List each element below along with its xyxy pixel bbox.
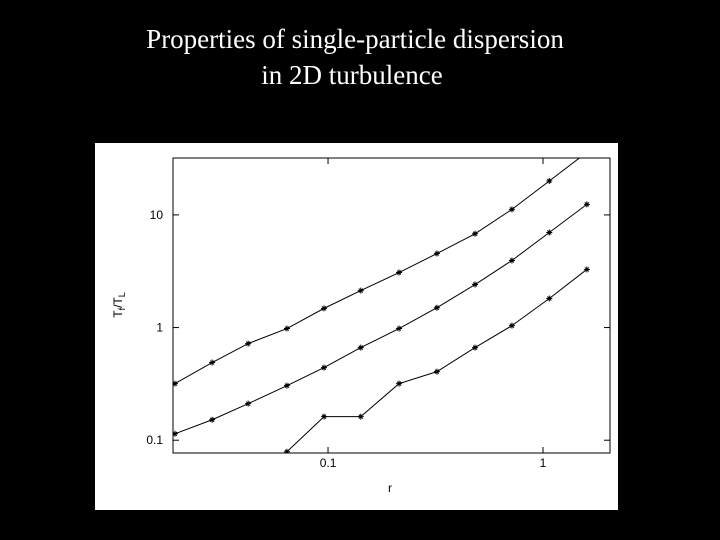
y-label-part: T xyxy=(111,310,125,318)
point-marker xyxy=(583,266,590,273)
y-label-part: L xyxy=(117,292,127,297)
point-marker xyxy=(508,322,515,329)
point-marker xyxy=(433,304,440,311)
point-marker xyxy=(357,413,364,420)
point-marker xyxy=(472,281,479,288)
point-marker xyxy=(173,430,178,437)
title-line: in 2D turbulence xyxy=(261,60,442,90)
point-marker xyxy=(508,257,515,264)
point-marker xyxy=(283,448,290,453)
y-tick-label: 0.1 xyxy=(146,433,163,447)
x-tick-label: 0.1 xyxy=(320,456,337,470)
point-marker xyxy=(173,380,178,387)
point-marker xyxy=(472,344,479,351)
point-marker xyxy=(321,413,328,420)
point-marker xyxy=(472,230,479,237)
point-marker xyxy=(357,344,364,351)
point-marker xyxy=(396,269,403,276)
point-marker xyxy=(283,382,290,389)
point-marker xyxy=(583,201,590,208)
point-marker xyxy=(396,325,403,332)
point-marker xyxy=(321,364,328,371)
series-line xyxy=(174,203,588,435)
point-marker xyxy=(209,359,216,366)
series-line xyxy=(174,158,581,385)
point-marker xyxy=(433,250,440,257)
point-marker xyxy=(433,368,440,375)
x-tick-label: 1 xyxy=(540,456,547,470)
y-tick-label: 1 xyxy=(156,321,163,335)
y-axis-label: Tf/TL xyxy=(111,292,127,318)
point-marker xyxy=(546,295,553,302)
point-marker xyxy=(245,340,252,347)
title-line: Properties of single-particle dispersion xyxy=(146,24,564,54)
point-marker xyxy=(508,206,515,213)
point-marker xyxy=(321,305,328,312)
point-marker xyxy=(283,325,290,332)
point-marker xyxy=(357,287,364,294)
plot-area xyxy=(173,158,590,453)
point-marker xyxy=(245,400,252,407)
y-tick-label: 10 xyxy=(150,208,164,222)
point-marker xyxy=(209,416,216,423)
y-label-part: /T xyxy=(111,297,125,308)
y-label-part: f xyxy=(117,307,127,310)
chart-panel xyxy=(95,143,618,510)
point-marker xyxy=(396,380,403,387)
x-axis-label: r xyxy=(388,481,392,495)
point-marker xyxy=(546,177,553,184)
plot-frame xyxy=(172,157,611,454)
point-marker xyxy=(546,229,553,236)
